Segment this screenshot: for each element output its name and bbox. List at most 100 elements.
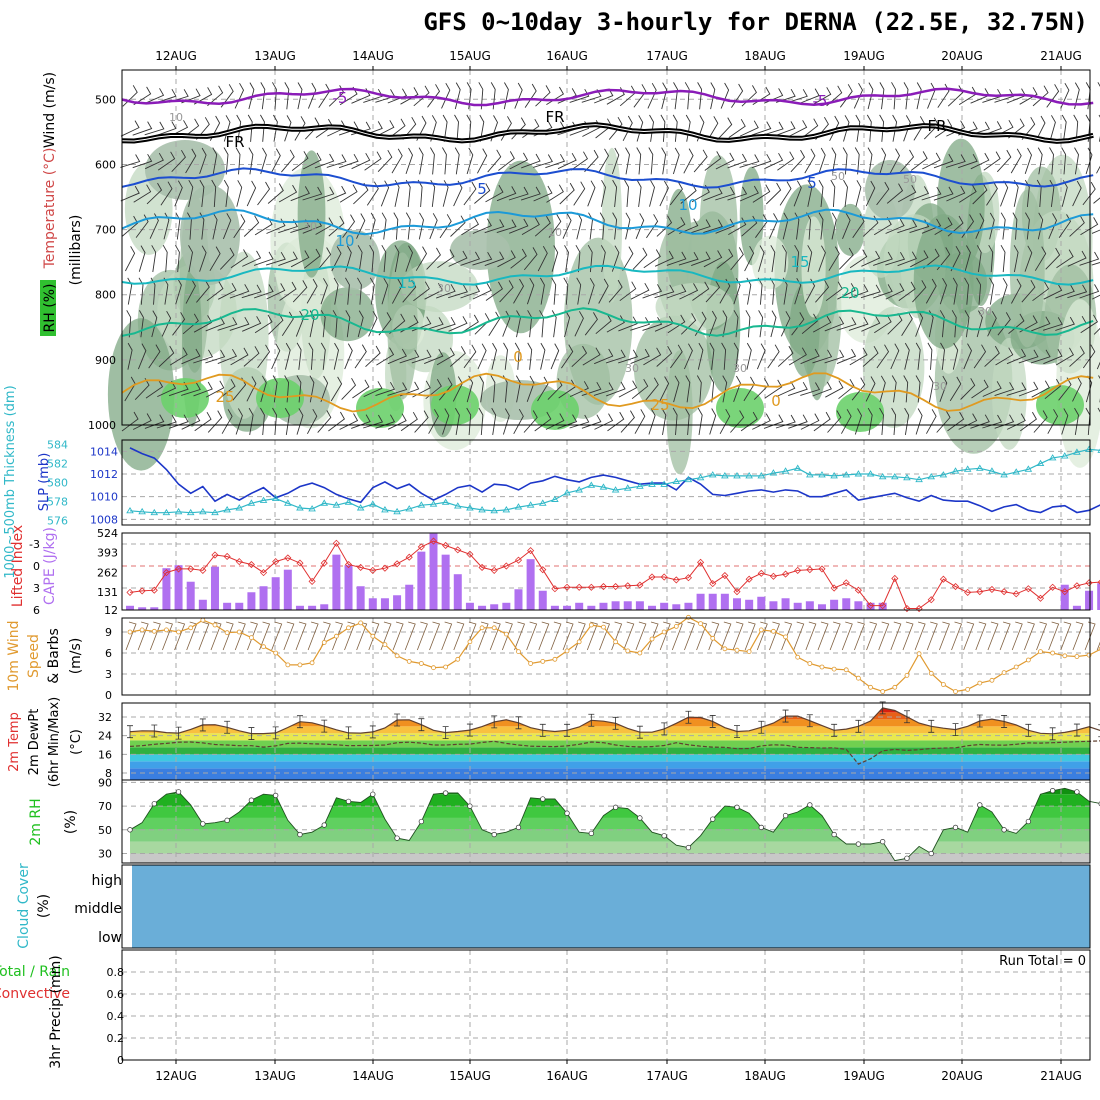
wind-barb [365, 345, 381, 368]
rh-shading-saturated [531, 390, 579, 430]
wind-barb [513, 278, 525, 304]
wind-barb [503, 82, 509, 110]
wind-barb-10m [829, 621, 841, 651]
wind-barb [569, 88, 590, 103]
wind-speed-point [1025, 657, 1031, 663]
wind-barb [551, 310, 557, 338]
lifted-index-point [939, 575, 947, 583]
wind-barb [317, 247, 332, 271]
wind-barb [387, 348, 407, 365]
wind-barb [1091, 262, 1100, 266]
wind-barb [643, 347, 662, 366]
wind-tick: 0 [105, 689, 112, 702]
date-label-bottom: 21AUG [1040, 1069, 1082, 1083]
thickness-point [1000, 471, 1008, 478]
minmax-errorbar [758, 720, 765, 734]
wind-barb [897, 251, 917, 267]
lifted-index-point [1073, 582, 1081, 590]
wind-barb [150, 277, 156, 305]
date-label-bottom: 15AUG [449, 1069, 491, 1083]
wind-barb [363, 414, 384, 429]
wind-barb [891, 82, 896, 110]
thickness-point [162, 508, 171, 516]
wind-barb [477, 343, 487, 370]
wind-barb [460, 251, 481, 266]
rh-band [130, 817, 1090, 830]
wind-barb [1032, 281, 1050, 302]
wind-barb [380, 180, 390, 207]
wind-barb [612, 212, 618, 240]
lifted-index-point [1049, 583, 1057, 591]
wind-barb-10m [635, 621, 647, 651]
rh-point [661, 833, 667, 839]
wind-barb [296, 408, 304, 435]
cape-bar [174, 565, 183, 610]
cape-bar [490, 604, 499, 610]
thickness-point [721, 472, 729, 479]
wind-barb-10m [538, 621, 550, 651]
contour-label: 25 [215, 388, 234, 406]
wind-barb [581, 414, 602, 429]
thickness-point [696, 473, 705, 481]
wind-barb [939, 277, 947, 305]
wind-barb [745, 310, 751, 338]
wind-barb [903, 115, 911, 142]
wind-barb [848, 316, 869, 331]
wind-barb [891, 407, 897, 436]
temperature-band [130, 747, 1090, 755]
wind-barb [940, 342, 945, 370]
wind-barb [352, 379, 370, 399]
rh-point [224, 817, 230, 823]
wind-barb [692, 281, 710, 301]
wind-barb [389, 313, 406, 335]
freezing-level-outline [121, 122, 1094, 144]
wind-barb [1025, 212, 1030, 240]
thickness-point [284, 499, 292, 506]
wind-barb [1080, 217, 1099, 236]
cloud-level-label: high [91, 873, 122, 889]
wind-tick: 3 [105, 668, 112, 681]
wind-speed-point [406, 659, 412, 664]
wind-barb [1037, 147, 1043, 175]
wind-barb [212, 212, 218, 240]
wind-barb [1097, 82, 1100, 87]
thickness-point [951, 467, 960, 474]
wind-barb [825, 281, 843, 302]
minmax-errorbar [539, 723, 546, 737]
thickness-point [636, 482, 644, 489]
wind-barb [540, 277, 545, 305]
wind-barb [1011, 278, 1022, 304]
wind-barb-10m [1060, 621, 1072, 651]
rh-point [151, 801, 157, 807]
cape-bar [805, 601, 814, 610]
wind-barb [193, 381, 213, 397]
wind-speed-point [928, 670, 934, 676]
wind-barb [885, 218, 905, 234]
wind-barb [156, 414, 177, 429]
wind-barb [800, 413, 820, 430]
wind-barb [576, 277, 582, 305]
wind-barb [976, 277, 982, 305]
wind-barb [460, 284, 481, 299]
wind-barb [273, 114, 278, 142]
wind-barb [680, 313, 697, 335]
wind-barb [351, 152, 371, 170]
wind-barb [413, 281, 430, 302]
wind-barb-10m [283, 621, 295, 651]
wind-barb [345, 245, 352, 272]
wind-barb [175, 244, 180, 273]
wind-barb [551, 277, 557, 305]
wind-barb [643, 249, 661, 269]
wind-barb-10m [198, 621, 210, 651]
wind-barb [339, 184, 358, 203]
wind-barb [345, 310, 351, 338]
wind-barb [364, 151, 382, 171]
cape-bar [198, 599, 207, 610]
lifted-index-point [247, 560, 255, 569]
wind-barb [521, 153, 541, 169]
temp-contour-25 [121, 372, 1094, 413]
wind-barb [331, 246, 342, 272]
wind-barb [377, 149, 393, 173]
wind-barb-10m [392, 621, 404, 651]
